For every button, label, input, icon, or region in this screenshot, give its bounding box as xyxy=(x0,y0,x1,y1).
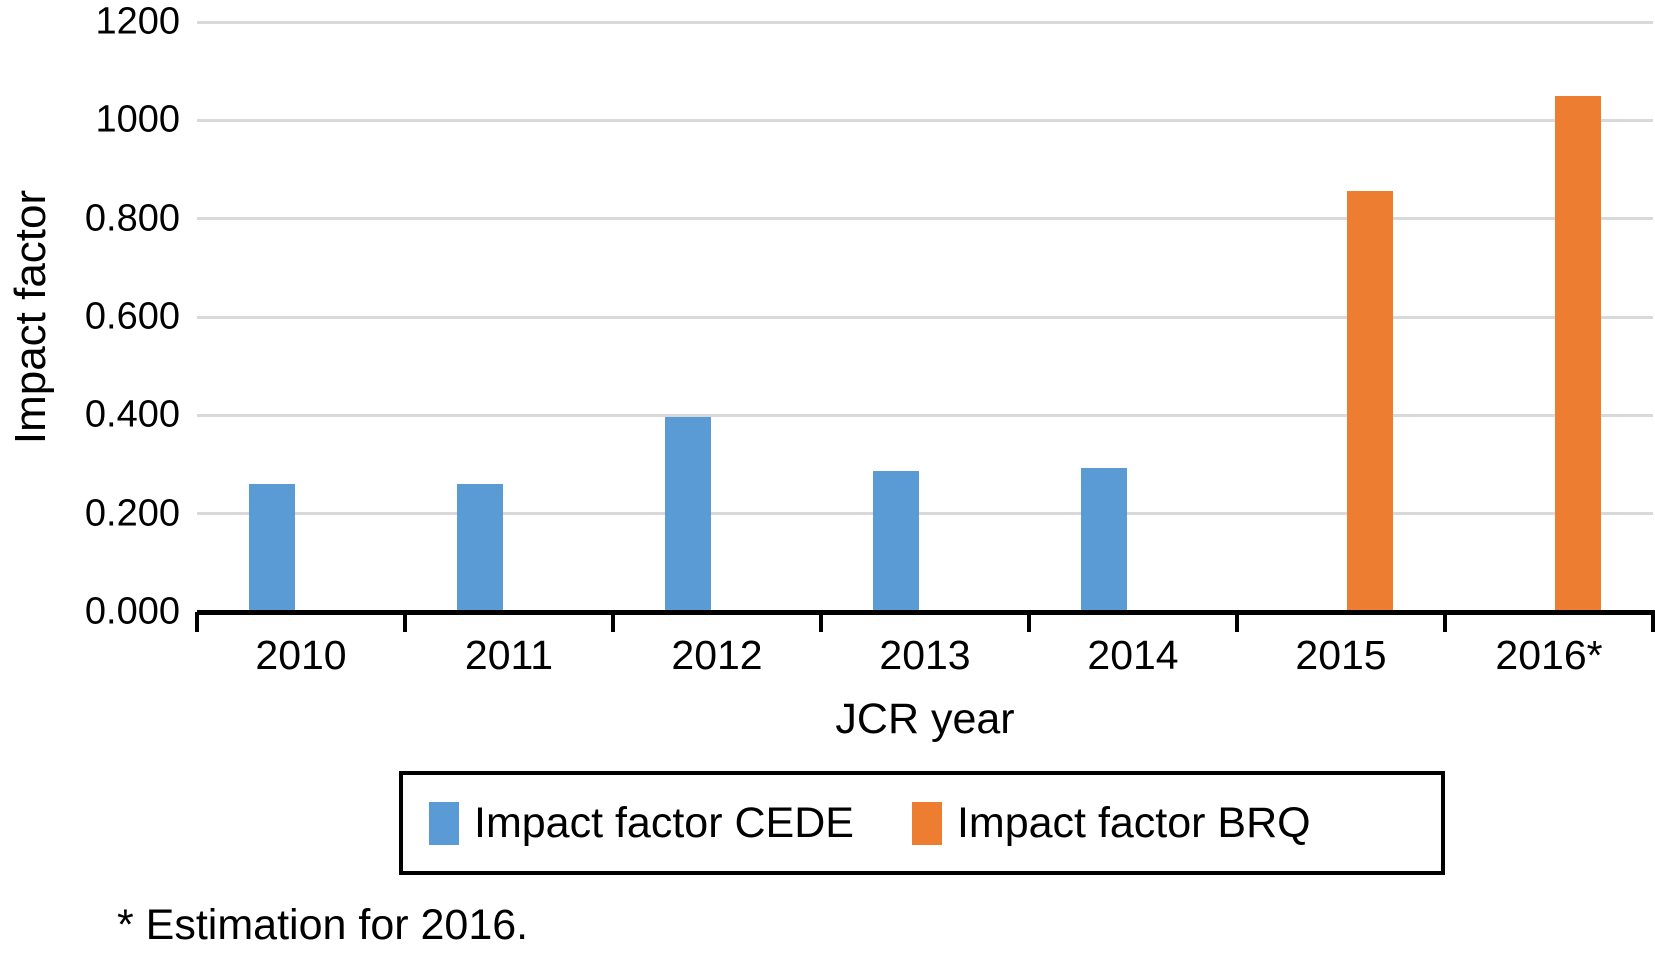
gridline xyxy=(197,315,1653,319)
y-tick-label: 0.200 xyxy=(84,492,180,535)
y-tick-label: 0.600 xyxy=(84,295,180,338)
x-axis-tick xyxy=(195,612,199,632)
x-axis-tick xyxy=(611,612,615,632)
bar-2011-cede xyxy=(457,484,503,612)
y-tick-label: 0.400 xyxy=(84,393,180,436)
gridline xyxy=(197,413,1653,417)
x-axis-tick xyxy=(1235,612,1239,632)
y-tick-label: 1200 xyxy=(95,0,180,43)
x-tick-label: 2012 xyxy=(671,632,763,678)
bar-2015-brq xyxy=(1347,190,1393,612)
footnote: * Estimation for 2016. xyxy=(117,901,529,949)
bar-2010-cede xyxy=(249,484,295,612)
x-axis-line xyxy=(197,610,1655,615)
brq-color-swatch xyxy=(911,801,942,845)
x-axis-tick xyxy=(1651,612,1655,632)
legend-item-brq: Impact factor BRQ xyxy=(911,798,1311,848)
y-axis-tick-labels: 0.000 0.200 0.400 0.600 0.800 1000 1200 xyxy=(0,0,180,965)
gridline xyxy=(197,512,1653,516)
x-axis-tick xyxy=(1027,612,1031,632)
legend-box: Impact factor CEDE Impact factor BRQ xyxy=(399,771,1445,875)
y-tick-label: 0.000 xyxy=(84,590,180,633)
x-tick-label: 2016* xyxy=(1495,632,1603,678)
bar-2016-brq xyxy=(1555,95,1601,612)
x-tick-label: 2011 xyxy=(464,632,554,678)
x-tick-label: 2013 xyxy=(879,632,971,678)
gridline xyxy=(197,20,1653,24)
x-tick-label: 2010 xyxy=(255,632,347,678)
bar-2013-cede xyxy=(873,471,919,612)
x-axis-tick xyxy=(1443,612,1447,632)
y-tick-label: 1000 xyxy=(95,98,180,141)
legend-label-brq: Impact factor BRQ xyxy=(956,798,1311,847)
x-axis-tick xyxy=(403,612,407,632)
bar-2012-cede xyxy=(665,416,711,612)
x-axis-tick xyxy=(819,612,823,632)
bar-2014-cede xyxy=(1081,467,1127,612)
legend-item-cede: Impact factor CEDE xyxy=(429,799,854,848)
plot-area xyxy=(197,20,1653,612)
gridline xyxy=(197,217,1653,221)
x-tick-label: 2015 xyxy=(1295,632,1387,678)
y-tick-label: 0.800 xyxy=(84,197,180,240)
x-tick-label: 2014 xyxy=(1087,632,1179,678)
gridline xyxy=(197,118,1653,122)
x-axis-title: JCR year xyxy=(835,695,1015,743)
legend-label-cede: Impact factor CEDE xyxy=(474,798,854,847)
cede-color-swatch xyxy=(429,801,459,845)
